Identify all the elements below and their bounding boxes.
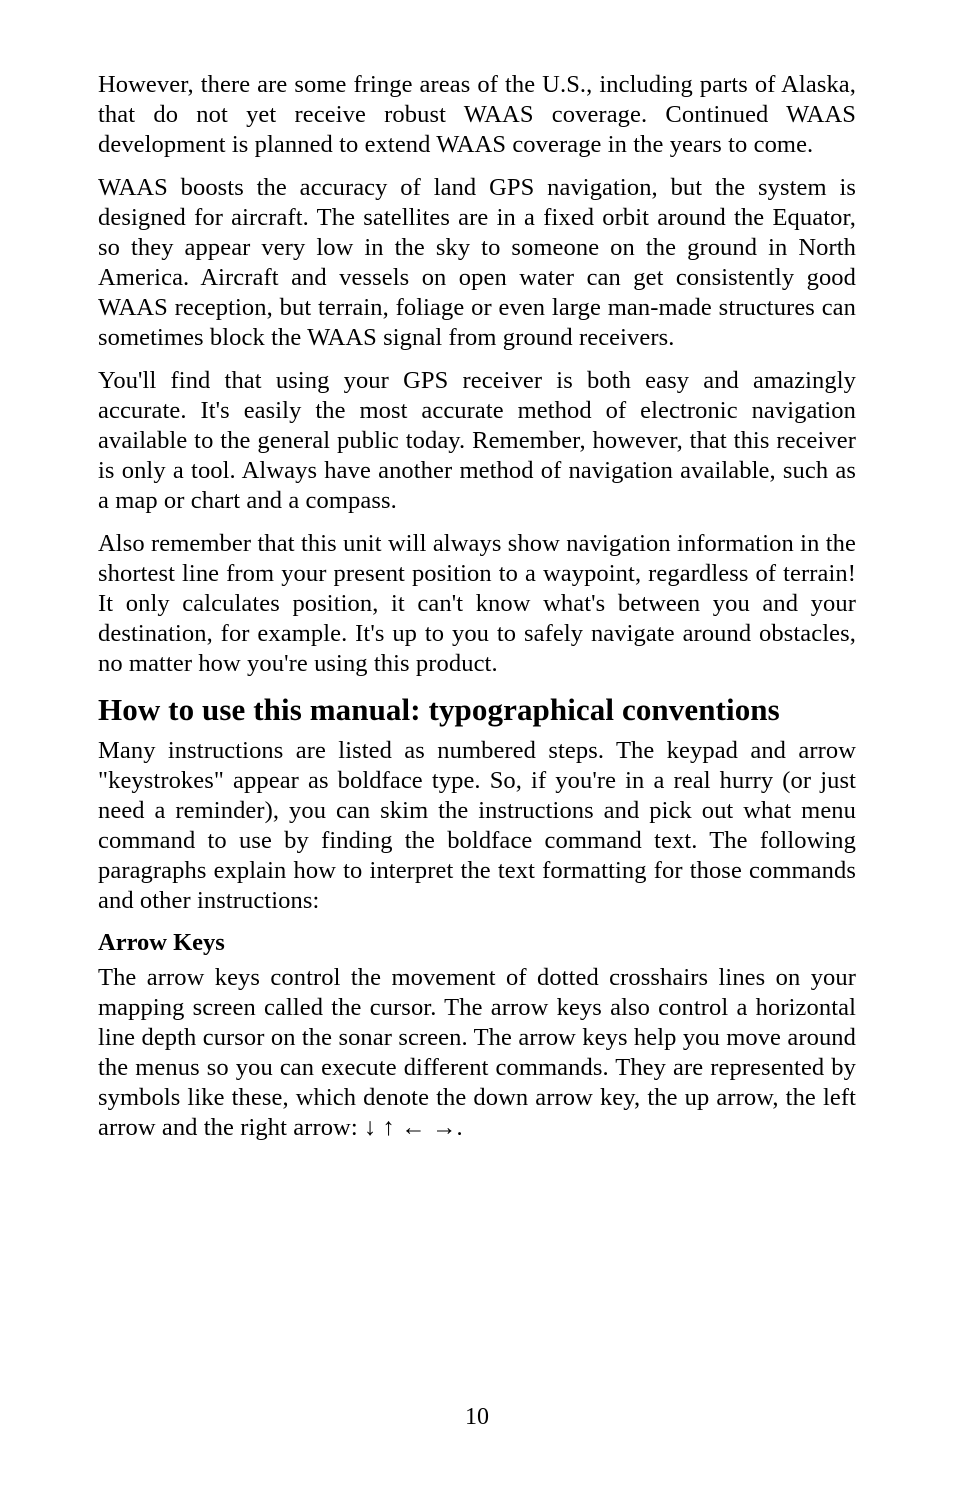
body-paragraph: Many instructions are listed as numbered… [98, 736, 856, 916]
section-heading: How to use this manual: typographical co… [98, 692, 856, 728]
body-paragraph: The arrow keys control the movement of d… [98, 963, 856, 1143]
page-number: 10 [0, 1404, 954, 1431]
body-paragraph: However, there are some fringe areas of … [98, 70, 856, 160]
document-page: However, there are some fringe areas of … [0, 0, 954, 1487]
subsection-heading: Arrow Keys [98, 929, 856, 957]
body-paragraph: Also remember that this unit will always… [98, 529, 856, 679]
body-paragraph: WAAS boosts the accuracy of land GPS nav… [98, 173, 856, 353]
body-paragraph: You'll find that using your GPS receiver… [98, 366, 856, 516]
